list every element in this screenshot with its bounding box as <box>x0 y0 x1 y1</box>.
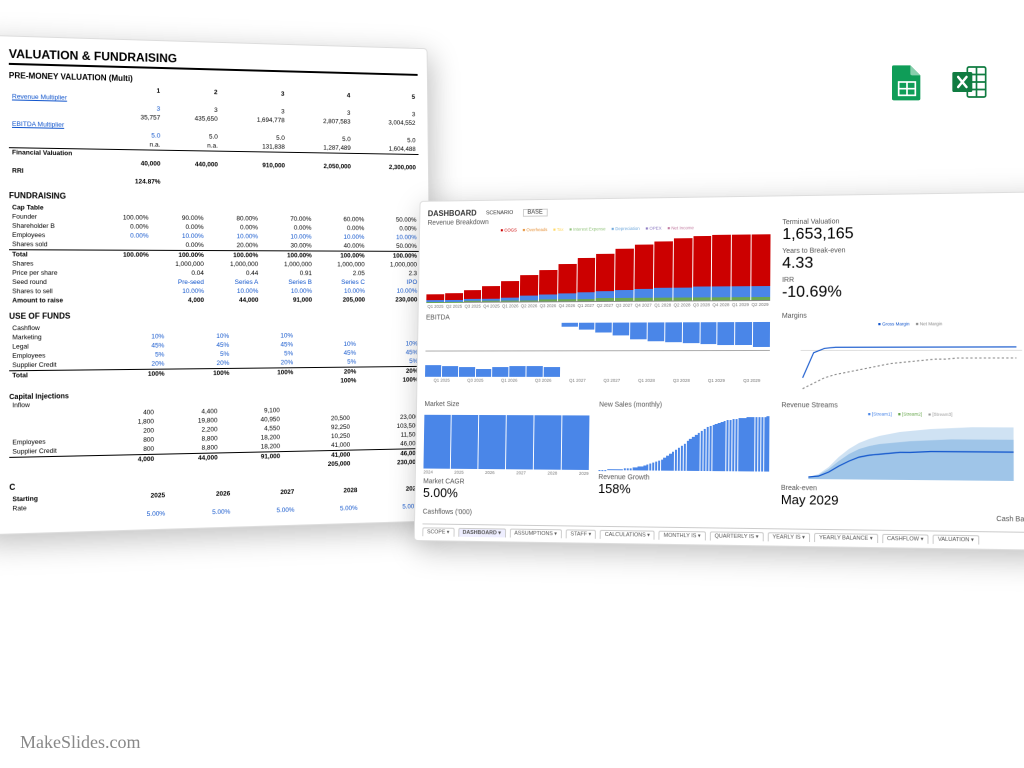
market-size-panel: Market Size 202420252026202720282029 Mar… <box>423 401 590 505</box>
google-sheets-icon <box>887 62 927 102</box>
capital-injections-table: Inflow 4004,4009,100 1,80019,80040,95020… <box>9 395 422 476</box>
margins-legend: Gross Margin Net Margin <box>782 321 1024 327</box>
tab-monthly-is[interactable]: MONTHLY IS ▾ <box>659 531 706 541</box>
sheet-title: VALUATION & FUNDRAISING <box>9 47 418 76</box>
market-sales-row: Market Size 202420252026202720282029 Mar… <box>423 401 769 507</box>
revenue-breakdown-panel: Revenue Breakdown COGSOverheadsTaxIntere… <box>426 215 770 308</box>
new-sales-panel: New Sales (monthly) Revenue Growth 158% <box>598 402 769 507</box>
tab-calculations[interactable]: CALCULATIONS ▾ <box>600 530 655 540</box>
tab-dashboard[interactable]: DASHBOARD ▾ <box>458 528 506 538</box>
sheet-tabs[interactable]: SCOPE ▾ DASHBOARD ▾ASSUMPTIONS ▾ STAFF ▾ CA… <box>422 523 1024 545</box>
section-fundraising: FUNDRAISING <box>9 191 419 204</box>
tab-yearly-balance[interactable]: YEARLY BALANCE ▾ <box>814 533 878 543</box>
revenue-bars <box>426 231 770 303</box>
margins-chart <box>781 328 1024 395</box>
scenario-select[interactable]: BASE <box>523 208 548 216</box>
cap-table: Cap Table Founder100.00%90.00%80.00%70.0… <box>9 203 420 305</box>
market-cagr: 5.00% <box>423 485 589 502</box>
ebitda-panel: EBITDA Q1 2025Q3 2025Q1 2026Q3 2026Q1 20… <box>425 313 770 396</box>
dashboard-sheet: DASHBOARD SCENARIO BASE Revenue Breakdow… <box>414 191 1024 551</box>
tab-yearly-is[interactable]: YEARLY IS ▾ <box>767 532 810 542</box>
dashboard-title: DASHBOARD <box>428 209 477 218</box>
revstream-legend: [Stream1] [Stream2] [Stream3] <box>781 411 1024 417</box>
revenue-growth: 158% <box>598 481 769 498</box>
tab-quarterly-is[interactable]: QUARTERLY IS ▾ <box>710 531 764 541</box>
tab-scope[interactable]: SCOPE ▾ <box>422 527 454 536</box>
cashflows-row: Cashflows ('000) Cash Balance <box>423 509 1024 526</box>
excel-icon <box>949 62 989 102</box>
terminal-valuation: 1,653,165 <box>782 223 1024 244</box>
use-of-funds-table: Cashflow Marketing10%10%10% Legal45%45%4… <box>9 322 421 390</box>
app-icons <box>887 62 989 102</box>
kpi-panel: Terminal Valuation 1,653,165 Years to Br… <box>782 212 1024 307</box>
valuation-sheet: VALUATION & FUNDRAISING PRE-MONEY VALUAT… <box>0 35 433 536</box>
revenue-streams-chart <box>781 418 1024 481</box>
years-breakeven: 4.33 <box>782 252 1024 273</box>
tab-assumptions[interactable]: ASSUMPTIONS ▾ <box>509 529 561 539</box>
watermark: MakeSlides.com <box>20 732 140 753</box>
premoney-table: 12345 Revenue Multiplier 33333 35,757435… <box>9 83 419 190</box>
revenue-streams-panel: Revenue Streams [Stream1] [Stream2] [Str… <box>781 402 1024 510</box>
ebitda-chart <box>425 322 770 377</box>
break-even: May 2029 <box>781 492 1024 510</box>
margins-panel: Margins Gross Margin Net Margin <box>781 312 1024 397</box>
tab-cashflow[interactable]: CASHFLOW ▾ <box>882 534 929 544</box>
tab-staff[interactable]: STAFF ▾ <box>566 529 596 538</box>
tab-valuation[interactable]: VALUATION ▾ <box>933 535 979 545</box>
irr: -10.69% <box>782 282 1024 302</box>
section-use-of-funds: USE OF FUNDS <box>9 310 420 321</box>
